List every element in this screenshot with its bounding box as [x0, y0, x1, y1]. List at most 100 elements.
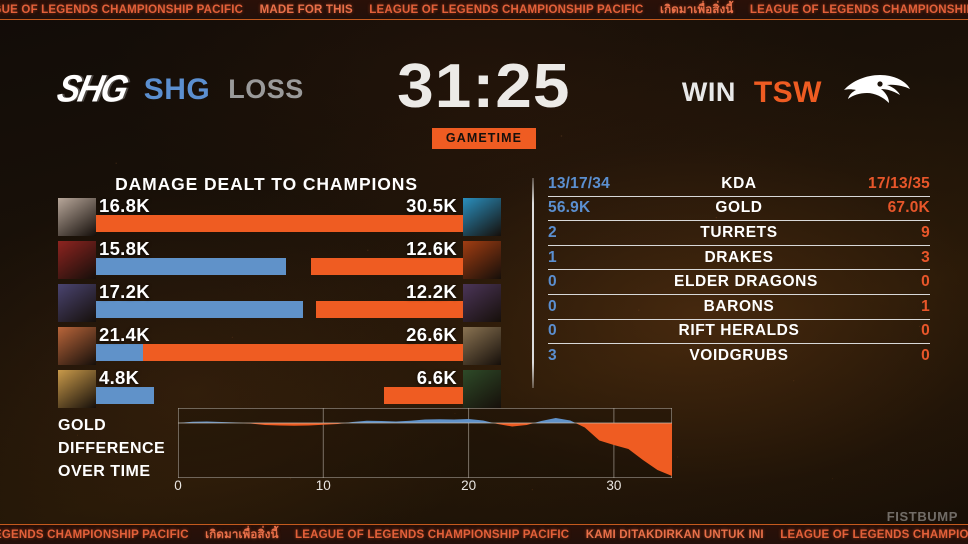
left-damage-bar — [96, 387, 154, 404]
x-tick-label: 30 — [606, 478, 622, 493]
stat-row: 0 RIFT HERALDS 0 — [548, 320, 930, 345]
gametime-badge: GAMETIME — [431, 128, 537, 149]
left-damage-bar — [96, 258, 287, 275]
stat-label: ELDER DRAGONS — [674, 273, 818, 291]
marquee-segment: LEAGUE OF LEGENDS CHAMPIONSHIP PACIFIC — [369, 3, 644, 16]
right-damage-value: 30.5K — [406, 195, 457, 216]
stat-label: VOIDGRUBS — [689, 347, 789, 365]
stat-row: 3 VOIDGRUBS 0 — [548, 344, 930, 369]
marquee-segment: KAMI DITAKDIRKAN UNTUK INI — [585, 528, 764, 541]
stat-left-value: 0 — [548, 273, 557, 291]
left-damage-value: 21.4K — [99, 324, 150, 345]
stat-right-value: 0 — [921, 347, 930, 365]
stat-row: 13/17/34 KDA 17/13/35 — [548, 172, 930, 197]
stat-left-value: 2 — [548, 223, 557, 241]
damage-row: 16.8K 30.5K — [0, 195, 533, 239]
left-champion-portrait — [58, 370, 96, 408]
right-team-name: TSW — [753, 75, 822, 109]
stat-right-value: 17/13/35 — [868, 174, 930, 192]
stat-left-value: 56.9K — [548, 199, 591, 217]
right-team-block: WIN TSW — [682, 70, 912, 115]
right-damage-bar — [383, 387, 463, 404]
right-champion-portrait — [463, 284, 501, 322]
stat-label: BARONS — [703, 297, 775, 315]
x-tick-label: 0 — [174, 478, 182, 493]
marquee-segment: LEAGUE OF LEGENDS CHAMPIONSHIP PACIFIC — [0, 528, 189, 541]
stat-right-value: 67.0K — [887, 199, 930, 217]
tsw-team-bird-logo-icon — [840, 70, 912, 115]
stat-right-value: 1 — [921, 297, 930, 315]
left-damage-bar — [96, 301, 303, 318]
right-damage-bar — [316, 301, 463, 318]
stat-label: RIFT HERALDS — [678, 322, 800, 340]
damage-panel-title: DAMAGE DEALT TO CHAMPIONS — [115, 174, 418, 194]
left-team-result: LOSS — [228, 74, 304, 104]
stat-right-value: 0 — [921, 273, 930, 291]
left-champion-portrait — [58, 198, 96, 236]
right-damage-bar — [311, 258, 463, 275]
stat-row: 0 BARONS 1 — [548, 295, 930, 320]
stat-label: KDA — [721, 174, 757, 192]
gold-diff-chart-title: GOLD DIFFERENCE OVER TIME — [58, 414, 165, 483]
right-damage-value: 12.6K — [406, 238, 457, 259]
damage-row: 17.2K 12.2K — [0, 281, 533, 325]
marquee-segment: LEAGUE OF LEGENDS CHAMPIONSHIP PAC — [780, 528, 968, 541]
damage-row: 4.8K 6.6K — [0, 367, 533, 411]
right-damage-bar — [142, 344, 463, 361]
left-damage-value: 4.8K — [99, 367, 140, 388]
right-champion-portrait — [463, 241, 501, 279]
right-team-result: WIN — [681, 77, 736, 107]
right-damage-bar — [96, 215, 463, 232]
stat-left-value: 0 — [548, 322, 557, 340]
stat-label: GOLD — [715, 199, 763, 217]
damage-row: 15.8K 12.6K — [0, 238, 533, 282]
left-damage-value: 17.2K — [99, 281, 150, 302]
panel-divider — [532, 178, 534, 388]
marquee-segment: LEAGUE OF LEGENDS CHAMPIONSHIP PACIFIC — [295, 528, 570, 541]
top-marquee-text: AGUE OF LEGENDS CHAMPIONSHIP PACIFIC MAD… — [0, 1, 968, 19]
right-damage-value: 12.2K — [406, 281, 457, 302]
gold-diff-title-line: GOLD — [58, 417, 107, 434]
left-damage-value: 15.8K — [99, 238, 150, 259]
bottom-marquee-text: OR THIS LEAGUE OF LEGENDS CHAMPIONSHIP P… — [0, 526, 968, 544]
left-team-name: SHG — [143, 72, 211, 106]
stat-left-value: 13/17/34 — [548, 174, 610, 192]
right-champion-portrait — [463, 370, 501, 408]
left-champion-portrait — [58, 327, 96, 365]
stat-row: 0 ELDER DRAGONS 0 — [548, 270, 930, 295]
left-champion-portrait — [58, 284, 96, 322]
left-team-block: SHG SHG LOSS — [54, 68, 304, 111]
gold-diff-title-line: DIFFERENCE — [58, 440, 166, 457]
gold-diff-title-line: OVER TIME — [58, 463, 151, 480]
stat-label: TURRETS — [700, 223, 778, 241]
left-damage-value: 16.8K — [99, 195, 150, 216]
marquee-segment: เกิดมาเพื่อสิ่งนี้ — [659, 3, 734, 16]
stat-left-value: 1 — [548, 248, 557, 266]
gold-difference-chart — [177, 407, 673, 483]
marquee-segment: LEAGUE OF LEGENDS CHAMPIONSHIP PACIFIC — [749, 3, 968, 16]
marquee-segment: MADE FOR THIS — [259, 3, 353, 16]
x-tick-label: 10 — [315, 478, 331, 493]
stat-row: 2 TURRETS 9 — [548, 221, 930, 246]
team-stats-table: 13/17/34 KDA 17/13/35 56.9K GOLD 67.0K 2 TURRET… — [548, 172, 930, 369]
right-champion-portrait — [463, 198, 501, 236]
stat-left-value: 3 — [548, 347, 557, 365]
marquee-segment: เกิดมาเพื่อสิ่งนี้ — [205, 528, 279, 541]
right-damage-value: 26.6K — [406, 324, 457, 345]
stat-row: 1 DRAKES 3 — [548, 246, 930, 271]
stat-row: 56.9K GOLD 67.0K — [548, 197, 930, 222]
right-champion-portrait — [463, 327, 501, 365]
gametime-block: 31:25 GAMETIME — [0, 56, 968, 149]
damage-row: 21.4K 26.6K — [0, 324, 533, 368]
left-champion-portrait — [58, 241, 96, 279]
source-watermark: FISTBUMP — [886, 509, 958, 524]
stat-right-value: 9 — [921, 223, 930, 241]
bottom-marquee-banner: OR THIS LEAGUE OF LEGENDS CHAMPIONSHIP P… — [0, 524, 968, 544]
stat-left-value: 0 — [548, 297, 557, 315]
right-damage-value: 6.6K — [416, 367, 457, 388]
x-tick-label: 20 — [461, 478, 477, 493]
damage-bar-list: 16.8K 30.5K 15.8K 12.6K 17.2K 12.2K 21.4K 26.6K… — [0, 195, 533, 411]
top-marquee-banner: AGUE OF LEGENDS CHAMPIONSHIP PACIFIC MAD… — [0, 0, 968, 20]
stat-right-value: 3 — [921, 248, 930, 266]
